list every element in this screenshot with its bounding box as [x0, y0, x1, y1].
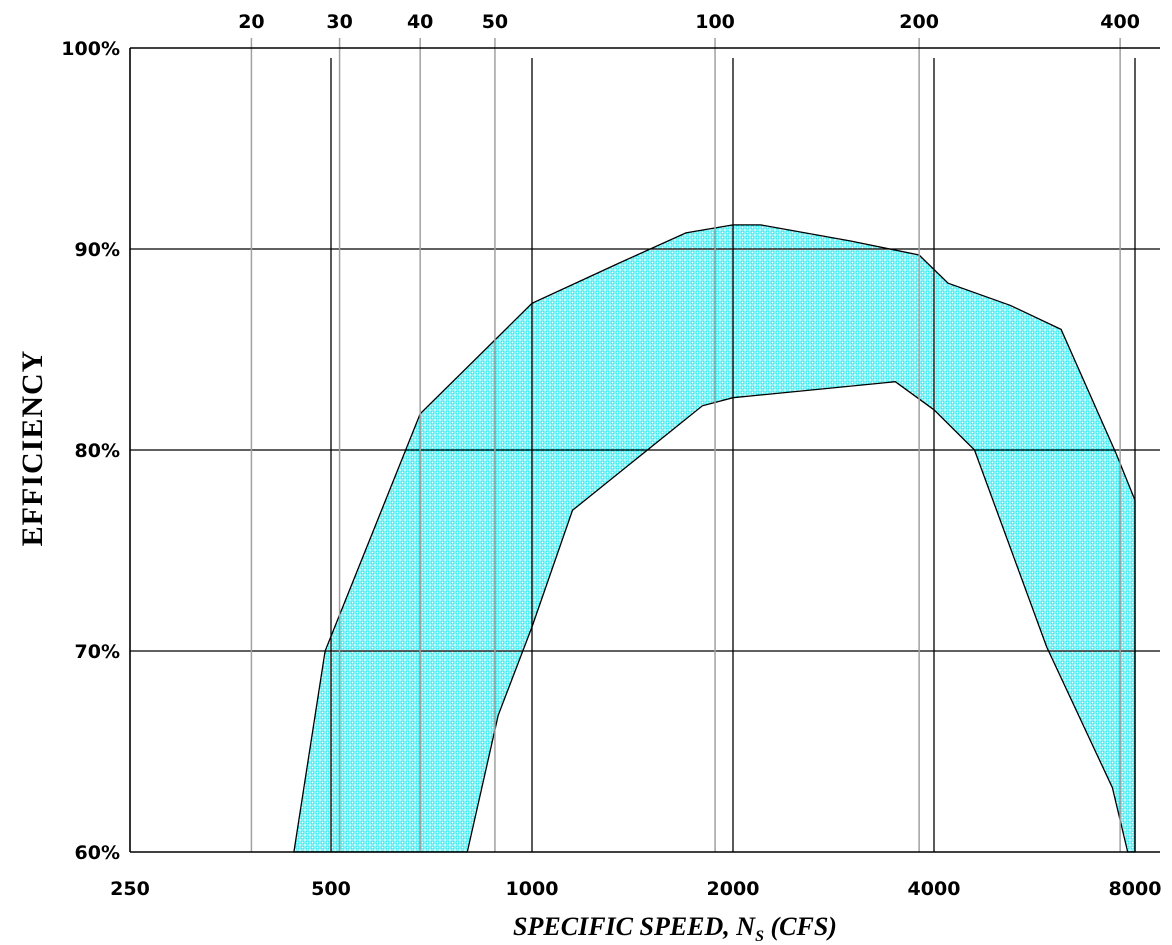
x-axis-label-subscript: S — [755, 928, 764, 945]
x-axis-label: SPECIFIC SPEED, NS (CFS) — [513, 912, 837, 945]
x-axis-label-suffix: (CFS) — [764, 912, 837, 941]
x-tick-label: 250 — [110, 878, 150, 900]
y-axis-label: EFFICIENCY — [16, 350, 49, 547]
x-tick-label: 1000 — [506, 878, 559, 900]
grid-layer: 60% 70% 80% 90% 100% 250 500 1000 2000 4000 8000 — [61, 38, 1161, 900]
x-tick-label: 2000 — [707, 878, 760, 900]
y-tick-label: 70% — [75, 641, 120, 663]
x-axis-label-main: SPECIFIC SPEED, N — [513, 912, 756, 941]
y-tick-label: 90% — [75, 239, 120, 261]
secondary-axis-layer: 20 30 40 50 100 200 400 — [238, 11, 1140, 852]
secondary-tick-label: 200 — [899, 11, 939, 33]
y-tick-label: 60% — [75, 842, 120, 864]
secondary-tick-label: 400 — [1100, 11, 1140, 33]
secondary-tick-label: 30 — [326, 11, 352, 33]
x-tick-label: 4000 — [908, 878, 961, 900]
secondary-tick-label: 100 — [695, 11, 735, 33]
x-tick-label: 500 — [311, 878, 351, 900]
secondary-tick-label: 20 — [238, 11, 264, 33]
x-tick-label: 8000 — [1109, 878, 1162, 900]
y-tick-label: 80% — [75, 440, 120, 462]
y-tick-label: 100% — [61, 38, 120, 60]
axis-layer — [129, 47, 1160, 853]
secondary-tick-label: 50 — [482, 11, 508, 33]
secondary-tick-label: 40 — [407, 11, 433, 33]
